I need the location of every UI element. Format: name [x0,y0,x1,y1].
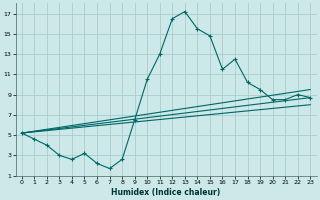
X-axis label: Humidex (Indice chaleur): Humidex (Indice chaleur) [111,188,221,197]
